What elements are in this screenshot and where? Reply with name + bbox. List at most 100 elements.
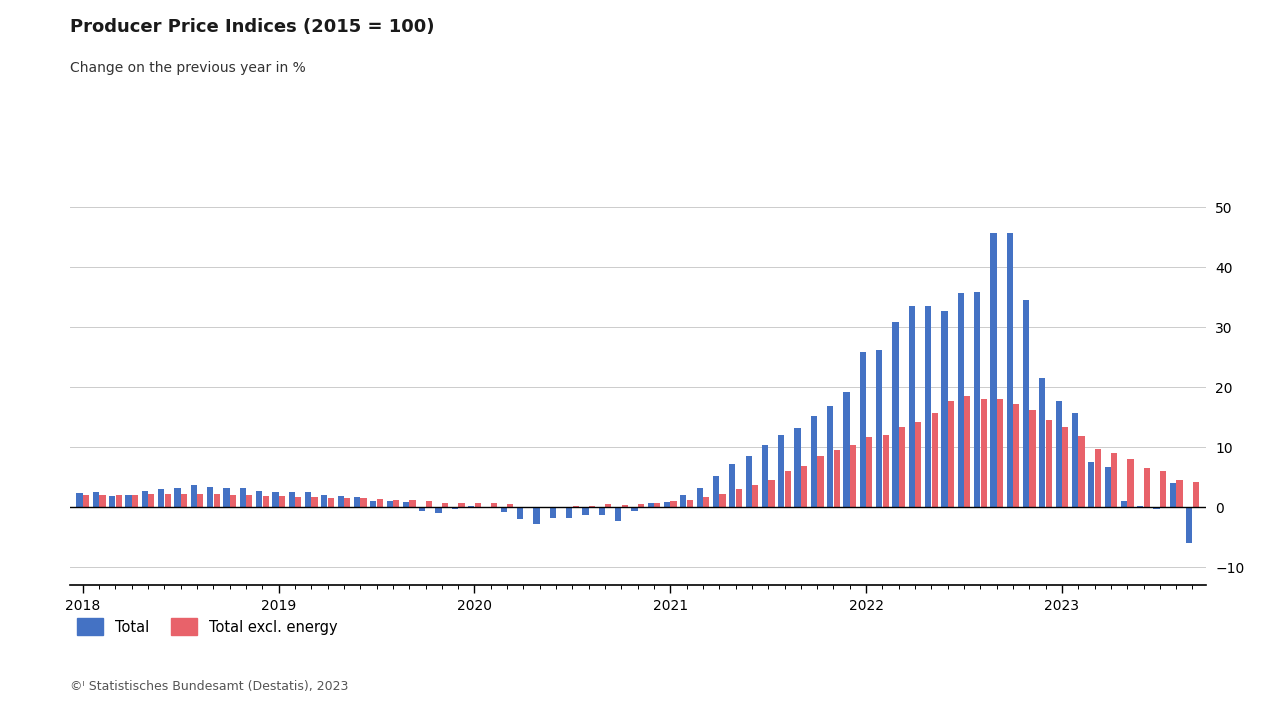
Bar	[680, 496, 687, 508]
Bar	[713, 476, 720, 508]
Bar	[1006, 233, 1013, 508]
Bar	[442, 503, 448, 508]
Bar	[174, 488, 180, 508]
Bar	[1104, 467, 1110, 508]
Bar	[458, 503, 464, 508]
Bar	[817, 456, 824, 508]
Bar	[745, 456, 751, 508]
Bar	[425, 501, 431, 508]
Bar	[720, 493, 726, 508]
Bar	[1013, 404, 1019, 508]
Bar	[769, 480, 774, 508]
Bar	[1112, 453, 1117, 508]
Bar	[410, 501, 415, 508]
Bar	[975, 292, 980, 508]
Bar	[533, 508, 539, 524]
Bar	[165, 494, 171, 508]
Bar	[1143, 468, 1150, 508]
Bar	[115, 496, 122, 508]
Bar	[572, 506, 579, 508]
Bar	[393, 500, 400, 508]
Bar	[516, 508, 523, 519]
Bar	[501, 508, 506, 512]
Bar	[753, 485, 759, 508]
Bar	[190, 485, 197, 508]
Bar	[311, 497, 317, 508]
Bar	[142, 491, 148, 508]
Bar	[925, 306, 931, 508]
Bar	[1170, 483, 1176, 508]
Bar	[1079, 436, 1085, 508]
Bar	[931, 413, 938, 508]
Bar	[109, 496, 115, 508]
Bar	[475, 503, 481, 508]
Bar	[622, 505, 628, 508]
Bar	[371, 501, 377, 508]
Bar	[860, 352, 865, 508]
Bar	[354, 497, 360, 508]
Bar	[1023, 301, 1029, 508]
Bar	[850, 445, 857, 508]
Bar	[703, 497, 709, 508]
Bar	[615, 508, 622, 521]
Bar	[670, 501, 676, 508]
Bar	[338, 496, 344, 508]
Bar	[811, 416, 817, 508]
Bar	[997, 399, 1003, 508]
Bar	[761, 445, 768, 508]
Bar	[132, 495, 138, 508]
Bar	[246, 496, 253, 508]
Bar	[981, 399, 987, 508]
Bar	[948, 401, 954, 508]
Bar	[181, 494, 187, 508]
Bar	[321, 496, 327, 508]
Bar	[240, 488, 246, 508]
Bar	[892, 322, 898, 508]
Bar	[279, 496, 286, 508]
Bar	[958, 293, 964, 508]
Bar	[834, 450, 840, 508]
Bar	[1187, 508, 1193, 543]
Bar	[468, 506, 475, 508]
Bar	[1095, 448, 1101, 508]
Bar	[1160, 471, 1166, 508]
Bar	[256, 491, 263, 508]
Bar	[213, 494, 220, 508]
Bar	[377, 499, 383, 508]
Bar	[876, 350, 882, 508]
Bar	[305, 493, 311, 508]
Text: Change on the previous year in %: Change on the previous year in %	[70, 61, 306, 75]
Bar	[419, 508, 425, 511]
Text: Producer Price Indices (2015 = 100): Producer Price Indices (2015 = 100)	[70, 18, 434, 36]
Bar	[508, 505, 514, 508]
Bar	[435, 508, 442, 513]
Bar	[654, 503, 660, 508]
Bar	[867, 437, 873, 508]
Bar	[1056, 401, 1062, 508]
Bar	[1127, 459, 1133, 508]
Bar	[605, 505, 612, 508]
Bar	[566, 508, 572, 518]
Bar	[844, 392, 850, 508]
Bar	[1072, 413, 1079, 508]
Bar	[159, 490, 164, 508]
Bar	[909, 306, 915, 508]
Bar	[207, 487, 213, 508]
Bar	[1154, 508, 1160, 509]
Text: ©ᴵ Statistisches Bundesamt (Destatis), 2023: ©ᴵ Statistisches Bundesamt (Destatis), 2…	[70, 680, 348, 693]
Bar	[697, 488, 703, 508]
Bar	[730, 464, 736, 508]
Bar	[93, 493, 99, 508]
Bar	[223, 488, 230, 508]
Bar	[1046, 421, 1052, 508]
Bar	[589, 506, 595, 508]
Bar	[288, 493, 294, 508]
Bar	[402, 502, 409, 508]
Bar	[491, 503, 497, 508]
Bar	[647, 503, 654, 508]
Bar	[990, 233, 996, 508]
Bar	[942, 311, 948, 508]
Bar	[126, 495, 132, 508]
Bar	[360, 498, 367, 508]
Bar	[915, 422, 921, 508]
